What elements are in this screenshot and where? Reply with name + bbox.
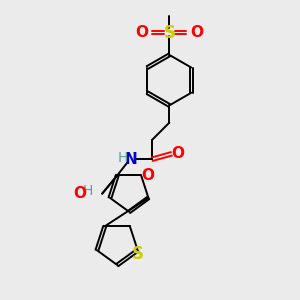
Text: H: H xyxy=(117,151,128,165)
Text: S: S xyxy=(132,245,144,263)
Text: S: S xyxy=(163,24,175,42)
Text: O: O xyxy=(74,186,86,201)
Text: O: O xyxy=(190,25,203,40)
Text: N: N xyxy=(124,152,137,167)
Text: O: O xyxy=(135,25,148,40)
Text: H: H xyxy=(83,184,93,198)
Text: O: O xyxy=(141,168,154,183)
Text: O: O xyxy=(171,146,184,161)
